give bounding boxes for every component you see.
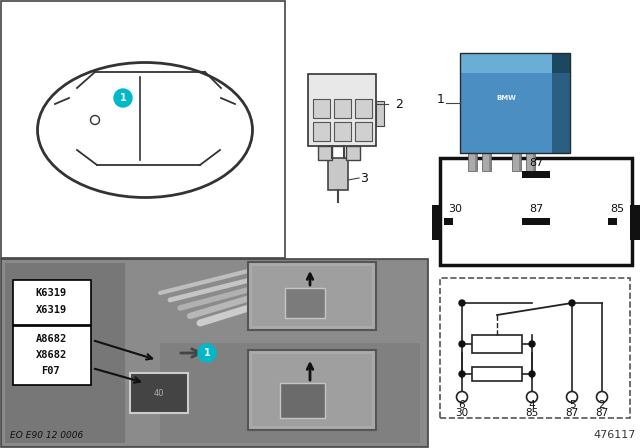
Bar <box>328 158 348 190</box>
Bar <box>432 205 442 240</box>
Text: X8682: X8682 <box>35 350 67 360</box>
FancyBboxPatch shape <box>13 326 90 384</box>
Text: X6319: X6319 <box>35 305 67 315</box>
Bar <box>460 53 570 153</box>
Bar <box>355 122 372 141</box>
Text: A8682: A8682 <box>35 334 67 344</box>
Bar <box>160 343 420 443</box>
Circle shape <box>459 300 465 306</box>
Bar <box>522 218 550 225</box>
Bar <box>5 263 125 443</box>
Bar <box>313 122 330 141</box>
Circle shape <box>459 341 465 347</box>
Text: 85: 85 <box>610 204 624 214</box>
Bar <box>3 261 426 445</box>
Bar <box>472 335 522 353</box>
Bar <box>248 262 376 330</box>
FancyBboxPatch shape <box>13 280 90 324</box>
Bar <box>440 278 630 418</box>
Text: 40: 40 <box>154 388 164 397</box>
Bar <box>252 354 372 426</box>
Bar <box>285 288 325 318</box>
Bar <box>472 367 522 381</box>
Bar <box>519 153 521 171</box>
Bar <box>376 101 384 126</box>
Circle shape <box>529 371 535 377</box>
Bar <box>440 158 632 265</box>
Bar <box>280 383 325 418</box>
Circle shape <box>569 300 575 306</box>
Circle shape <box>529 341 535 347</box>
Bar <box>630 205 640 240</box>
Text: 30: 30 <box>456 408 468 418</box>
Text: BMW: BMW <box>496 95 516 101</box>
Text: K6319: K6319 <box>35 288 67 298</box>
Bar <box>334 122 351 141</box>
Text: 2: 2 <box>598 400 605 410</box>
Bar <box>608 218 617 225</box>
Text: F07: F07 <box>42 366 60 376</box>
Text: 1: 1 <box>120 93 126 103</box>
Text: EO E90 12 0006: EO E90 12 0006 <box>10 431 83 440</box>
Text: 476117: 476117 <box>594 430 636 440</box>
Bar <box>533 153 535 171</box>
Circle shape <box>456 392 467 402</box>
Bar <box>444 218 453 225</box>
Bar <box>313 99 330 118</box>
Text: 30: 30 <box>448 204 462 214</box>
Bar <box>468 153 477 171</box>
Ellipse shape <box>38 63 253 198</box>
Text: 87: 87 <box>565 408 579 418</box>
Bar <box>512 153 521 171</box>
Text: 4: 4 <box>529 400 535 410</box>
Bar <box>1 259 428 447</box>
Circle shape <box>566 392 577 402</box>
Bar <box>355 99 372 118</box>
Text: 1: 1 <box>437 93 445 106</box>
Text: 3: 3 <box>360 172 368 185</box>
Bar <box>318 146 332 160</box>
Bar <box>526 153 535 171</box>
Text: 5: 5 <box>569 400 575 410</box>
Bar <box>475 153 477 171</box>
Circle shape <box>198 344 216 362</box>
Bar <box>460 53 570 73</box>
Circle shape <box>114 89 132 107</box>
Bar <box>522 171 550 178</box>
Circle shape <box>527 392 538 402</box>
Text: 85: 85 <box>525 408 539 418</box>
Bar <box>346 146 360 160</box>
Bar <box>252 266 372 326</box>
Bar <box>482 153 491 171</box>
Text: 87: 87 <box>529 158 543 168</box>
Circle shape <box>90 116 99 125</box>
Circle shape <box>459 371 465 377</box>
Text: 2: 2 <box>395 98 403 111</box>
Bar <box>1 1 285 258</box>
Bar <box>460 53 570 153</box>
Text: 6: 6 <box>459 400 465 410</box>
Bar <box>489 153 491 171</box>
Bar <box>308 74 376 146</box>
Bar <box>130 373 188 413</box>
Bar <box>552 53 570 73</box>
Bar <box>248 350 376 430</box>
Text: 1: 1 <box>204 348 211 358</box>
Bar <box>334 99 351 118</box>
Text: 87: 87 <box>529 204 543 214</box>
Bar <box>552 53 570 153</box>
Circle shape <box>596 392 607 402</box>
Text: 87: 87 <box>595 408 609 418</box>
